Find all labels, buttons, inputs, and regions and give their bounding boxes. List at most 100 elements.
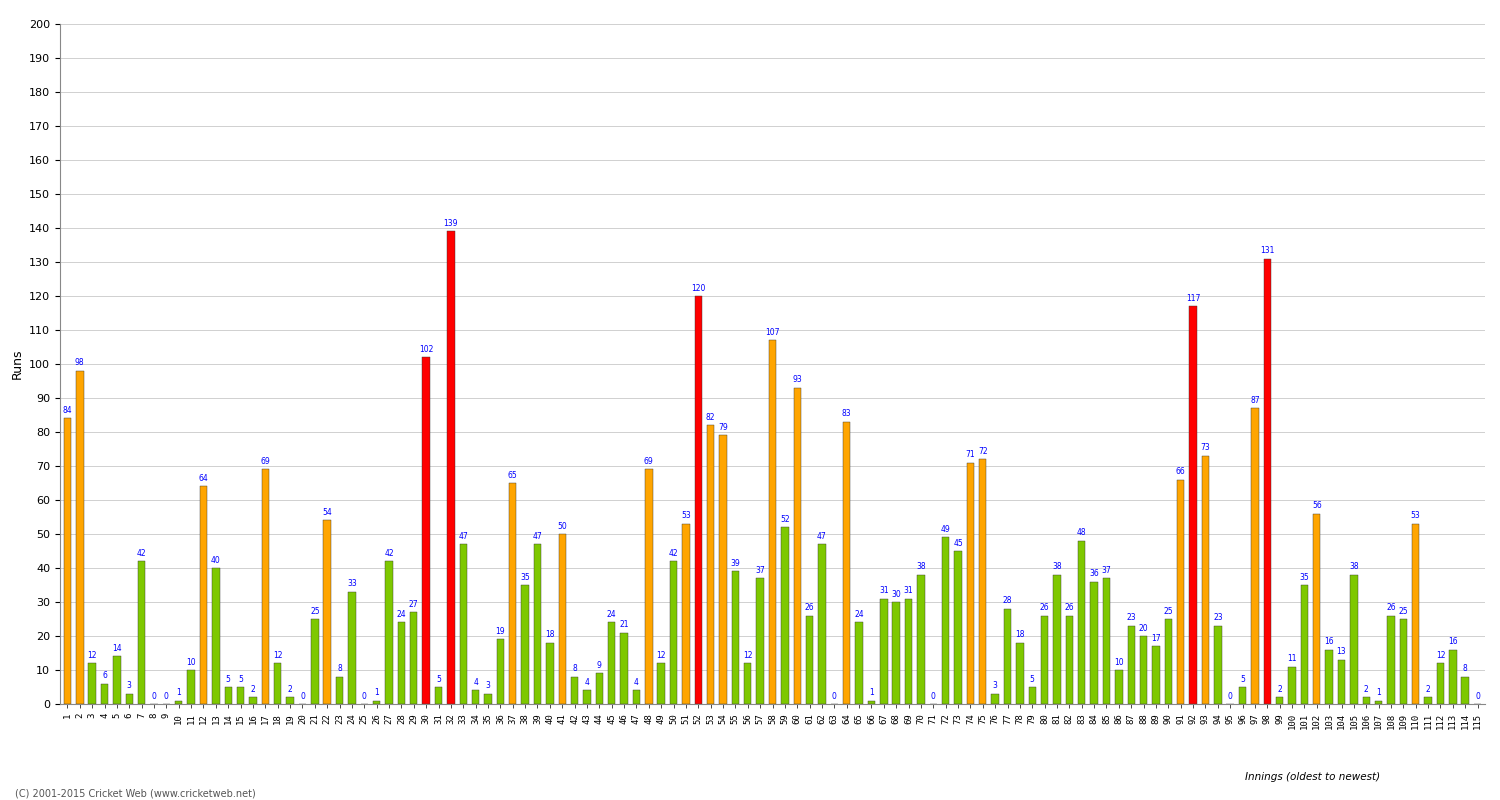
Bar (225, 687, 232, 704)
Bar (1276, 697, 1284, 704)
Text: 48: 48 (1077, 528, 1086, 538)
Bar (880, 598, 888, 704)
Text: 4: 4 (585, 678, 590, 687)
Bar (237, 687, 244, 704)
Bar (1053, 574, 1060, 704)
Text: 25: 25 (1398, 606, 1408, 616)
Bar (992, 694, 999, 704)
Text: 12: 12 (742, 651, 753, 660)
Text: 16: 16 (1324, 637, 1334, 646)
Bar (756, 578, 764, 704)
Bar (572, 677, 579, 704)
Text: 25: 25 (310, 606, 320, 616)
Text: 1: 1 (177, 688, 182, 697)
Text: 4: 4 (472, 678, 478, 687)
Text: 0: 0 (932, 691, 936, 701)
Bar (200, 486, 207, 704)
Text: 26: 26 (1386, 603, 1396, 612)
Text: 117: 117 (1186, 294, 1200, 302)
Bar (546, 643, 554, 704)
Text: 17: 17 (1150, 634, 1161, 643)
Text: 14: 14 (112, 644, 122, 653)
Text: 42: 42 (669, 549, 678, 558)
Text: 102: 102 (419, 345, 434, 354)
Text: 24: 24 (855, 610, 864, 619)
Text: 82: 82 (706, 413, 716, 422)
Text: 5: 5 (1030, 674, 1035, 683)
Text: 27: 27 (410, 600, 419, 609)
Bar (670, 562, 678, 704)
Text: 52: 52 (780, 515, 789, 524)
Text: 71: 71 (966, 450, 975, 459)
Bar (1029, 687, 1036, 704)
Text: 35: 35 (520, 573, 530, 582)
Text: 35: 35 (1299, 573, 1310, 582)
Bar (1362, 697, 1370, 704)
Text: 33: 33 (346, 579, 357, 589)
Text: 37: 37 (1101, 566, 1112, 574)
Bar (522, 585, 530, 704)
Bar (1400, 619, 1407, 704)
Bar (1090, 582, 1098, 704)
Text: 47: 47 (532, 532, 543, 541)
Bar (584, 690, 591, 704)
Text: 38: 38 (1052, 562, 1062, 571)
Bar (942, 538, 950, 704)
Bar (1178, 480, 1185, 704)
Text: 24: 24 (396, 610, 406, 619)
Text: 0: 0 (1474, 691, 1480, 701)
Text: 87: 87 (1250, 396, 1260, 405)
Bar (76, 371, 84, 704)
Bar (126, 694, 134, 704)
Bar (682, 524, 690, 704)
Bar (843, 422, 850, 704)
Text: 13: 13 (1336, 647, 1347, 656)
Bar (261, 470, 268, 704)
Bar (1425, 697, 1432, 704)
Text: 23: 23 (1126, 614, 1136, 622)
Bar (794, 388, 801, 704)
Text: 3: 3 (128, 682, 132, 690)
Text: 107: 107 (765, 328, 780, 337)
Text: 38: 38 (1348, 562, 1359, 571)
Text: 42: 42 (136, 549, 147, 558)
Text: 53: 53 (681, 511, 692, 520)
Text: 8: 8 (338, 664, 342, 674)
Text: 1: 1 (375, 688, 380, 697)
Bar (645, 470, 652, 704)
Bar (112, 656, 120, 704)
Text: 26: 26 (1040, 603, 1050, 612)
Text: 5: 5 (238, 674, 243, 683)
Text: 5: 5 (436, 674, 441, 683)
Text: 47: 47 (818, 532, 827, 541)
Bar (1312, 514, 1320, 704)
Text: 16: 16 (1448, 637, 1458, 646)
Bar (744, 663, 752, 704)
Bar (249, 697, 256, 704)
Text: 21: 21 (620, 620, 628, 629)
Text: 20: 20 (1138, 624, 1149, 633)
Text: 49: 49 (940, 525, 951, 534)
Bar (410, 612, 417, 704)
Text: 53: 53 (1412, 511, 1420, 520)
Bar (63, 418, 70, 704)
Bar (694, 296, 702, 704)
Text: 19: 19 (495, 627, 506, 636)
Bar (211, 568, 219, 704)
Text: 5: 5 (226, 674, 231, 683)
Bar (1016, 643, 1023, 704)
Text: 72: 72 (978, 446, 987, 456)
Bar (534, 544, 542, 704)
Text: 3: 3 (993, 682, 998, 690)
Text: 8: 8 (1462, 664, 1467, 674)
Bar (374, 701, 381, 704)
Bar (1239, 687, 1246, 704)
Bar (1338, 660, 1346, 704)
Bar (916, 574, 924, 704)
Text: 73: 73 (1200, 443, 1210, 452)
Text: 31: 31 (879, 586, 888, 595)
Bar (496, 639, 504, 704)
Bar (1326, 650, 1334, 704)
Bar (100, 683, 108, 704)
Bar (782, 527, 789, 704)
